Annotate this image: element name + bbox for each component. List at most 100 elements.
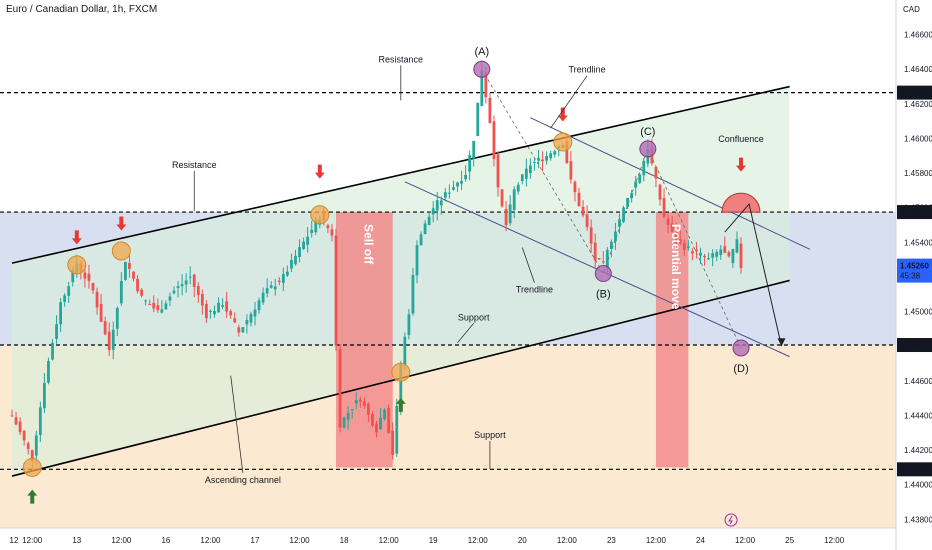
candle-body bbox=[589, 227, 593, 244]
candle-body bbox=[411, 275, 415, 314]
candle-body bbox=[464, 174, 467, 180]
candle-body bbox=[124, 261, 127, 280]
price-tick-label: 1.46000 bbox=[904, 134, 932, 143]
price-tick-label: 1.45800 bbox=[904, 169, 932, 178]
candle-body bbox=[217, 302, 220, 313]
candle-body bbox=[103, 321, 107, 335]
candle-body bbox=[545, 156, 548, 161]
candle-body bbox=[431, 208, 435, 215]
level-tag-text: 1.44089 bbox=[900, 465, 929, 474]
candle-body bbox=[375, 423, 378, 433]
price-tick-label: 1.45000 bbox=[904, 308, 932, 317]
candle-body bbox=[38, 407, 42, 435]
candle-body bbox=[476, 102, 480, 136]
projected-path bbox=[724, 202, 782, 347]
candle-body bbox=[662, 198, 666, 217]
candle-body bbox=[168, 296, 172, 301]
time-tick-label: 12:00 bbox=[557, 536, 578, 545]
current-price-text: 1.45260 bbox=[900, 262, 929, 271]
price-tick-label: 1.44000 bbox=[904, 481, 932, 490]
candle-body bbox=[83, 272, 87, 279]
pivot-marker-B bbox=[594, 265, 612, 283]
candle-body bbox=[512, 189, 516, 210]
touch-point-marker bbox=[111, 241, 131, 261]
candle-body bbox=[593, 242, 597, 261]
countdown-text: 45:38 bbox=[900, 272, 921, 281]
candle-body bbox=[342, 417, 346, 428]
candle-body bbox=[379, 417, 382, 430]
candle-body bbox=[480, 70, 484, 107]
candle-body bbox=[302, 241, 305, 250]
candle-body bbox=[269, 285, 273, 288]
candle-body bbox=[10, 415, 14, 417]
time-tick-label: 12:00 bbox=[824, 536, 845, 545]
ascending-channel-fill bbox=[12, 86, 790, 477]
price-tick-label: 1.44400 bbox=[904, 411, 932, 420]
price-tick-label: 1.44200 bbox=[904, 446, 932, 455]
candle-body bbox=[407, 314, 411, 336]
label-trendline-mid-pointer bbox=[521, 247, 535, 283]
candle-body bbox=[229, 311, 233, 316]
candle-body bbox=[391, 430, 395, 455]
candle-body bbox=[597, 258, 601, 260]
candle-body bbox=[711, 253, 715, 258]
currency-label: CAD bbox=[903, 5, 920, 14]
time-tick-label: 19 bbox=[429, 536, 438, 545]
candle-body bbox=[520, 174, 524, 182]
label-resistance-left: Resistance bbox=[172, 160, 217, 170]
candle-body bbox=[115, 307, 119, 329]
candle-body bbox=[654, 166, 658, 179]
candle-body bbox=[395, 405, 399, 454]
level-tag-text: 1.45575 bbox=[900, 208, 929, 217]
candle-body bbox=[273, 286, 277, 290]
pivot-marker-A bbox=[473, 60, 491, 78]
candle-body bbox=[634, 181, 638, 188]
candle-body bbox=[605, 249, 609, 268]
candle-body bbox=[585, 214, 589, 228]
current-price-tag bbox=[897, 258, 932, 283]
candle-body bbox=[439, 200, 443, 206]
time-tick-label: 20 bbox=[518, 536, 527, 545]
candle-body bbox=[298, 247, 301, 257]
price-tick-label: 1.46400 bbox=[904, 65, 932, 74]
candle-body bbox=[310, 229, 314, 233]
candle-body bbox=[488, 97, 492, 123]
candle-body bbox=[180, 284, 184, 287]
candle-body bbox=[516, 184, 520, 192]
candle-body bbox=[358, 399, 362, 402]
candle-body bbox=[573, 181, 577, 193]
candle-body bbox=[362, 401, 366, 406]
candle-body bbox=[367, 403, 370, 415]
time-tick-label: 12:00 bbox=[111, 536, 132, 545]
candle-body bbox=[148, 303, 152, 305]
touch-point-marker bbox=[553, 132, 573, 152]
candle-body bbox=[290, 259, 293, 269]
candle-body bbox=[176, 286, 180, 289]
candle-body bbox=[257, 300, 261, 311]
label-ascending-channel-pointer bbox=[230, 375, 244, 474]
candle-body bbox=[630, 193, 634, 199]
candle-body bbox=[419, 234, 423, 246]
candle-body bbox=[524, 168, 528, 179]
candle-body bbox=[691, 251, 694, 254]
candle-body bbox=[638, 174, 642, 183]
candle-body bbox=[719, 249, 723, 256]
candle-body bbox=[111, 329, 115, 350]
candle-body bbox=[569, 161, 573, 180]
label-trendline-mid: Trendline bbox=[516, 285, 553, 295]
candle-body bbox=[249, 313, 253, 323]
candle-body bbox=[205, 304, 208, 319]
candle-body bbox=[184, 280, 188, 285]
candle-body bbox=[387, 408, 391, 433]
candle-body bbox=[241, 327, 245, 333]
pivot-label-C: (C) bbox=[640, 126, 655, 138]
candle-body bbox=[14, 417, 18, 425]
confluence-marker bbox=[721, 192, 761, 213]
candle-body bbox=[346, 413, 350, 420]
candle-body bbox=[245, 319, 249, 325]
label-trendline-top-pointer bbox=[550, 75, 588, 129]
candle-body bbox=[160, 309, 164, 313]
candle-body bbox=[618, 219, 621, 227]
label-trendline-top: Trendline bbox=[569, 65, 606, 75]
